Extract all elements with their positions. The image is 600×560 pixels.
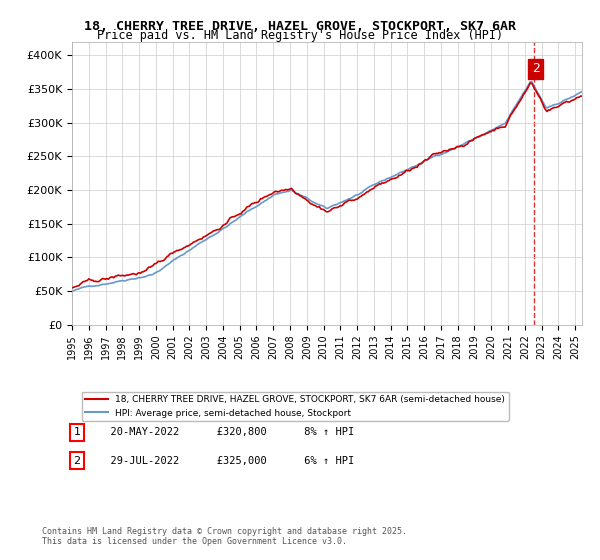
Text: 20-MAY-2022      £320,800      8% ↑ HPI: 20-MAY-2022 £320,800 8% ↑ HPI [97,427,354,437]
Text: 18, CHERRY TREE DRIVE, HAZEL GROVE, STOCKPORT, SK7 6AR: 18, CHERRY TREE DRIVE, HAZEL GROVE, STOC… [84,20,516,32]
Text: Price paid vs. HM Land Registry's House Price Index (HPI): Price paid vs. HM Land Registry's House … [97,29,503,42]
Legend: 18, CHERRY TREE DRIVE, HAZEL GROVE, STOCKPORT, SK7 6AR (semi-detached house), HP: 18, CHERRY TREE DRIVE, HAZEL GROVE, STOC… [82,391,509,421]
Text: 29-JUL-2022      £325,000      6% ↑ HPI: 29-JUL-2022 £325,000 6% ↑ HPI [97,455,354,465]
Text: 2: 2 [532,62,539,76]
Text: 2: 2 [74,455,80,465]
Text: 1: 1 [74,427,80,437]
Text: Contains HM Land Registry data © Crown copyright and database right 2025.
This d: Contains HM Land Registry data © Crown c… [42,526,407,546]
